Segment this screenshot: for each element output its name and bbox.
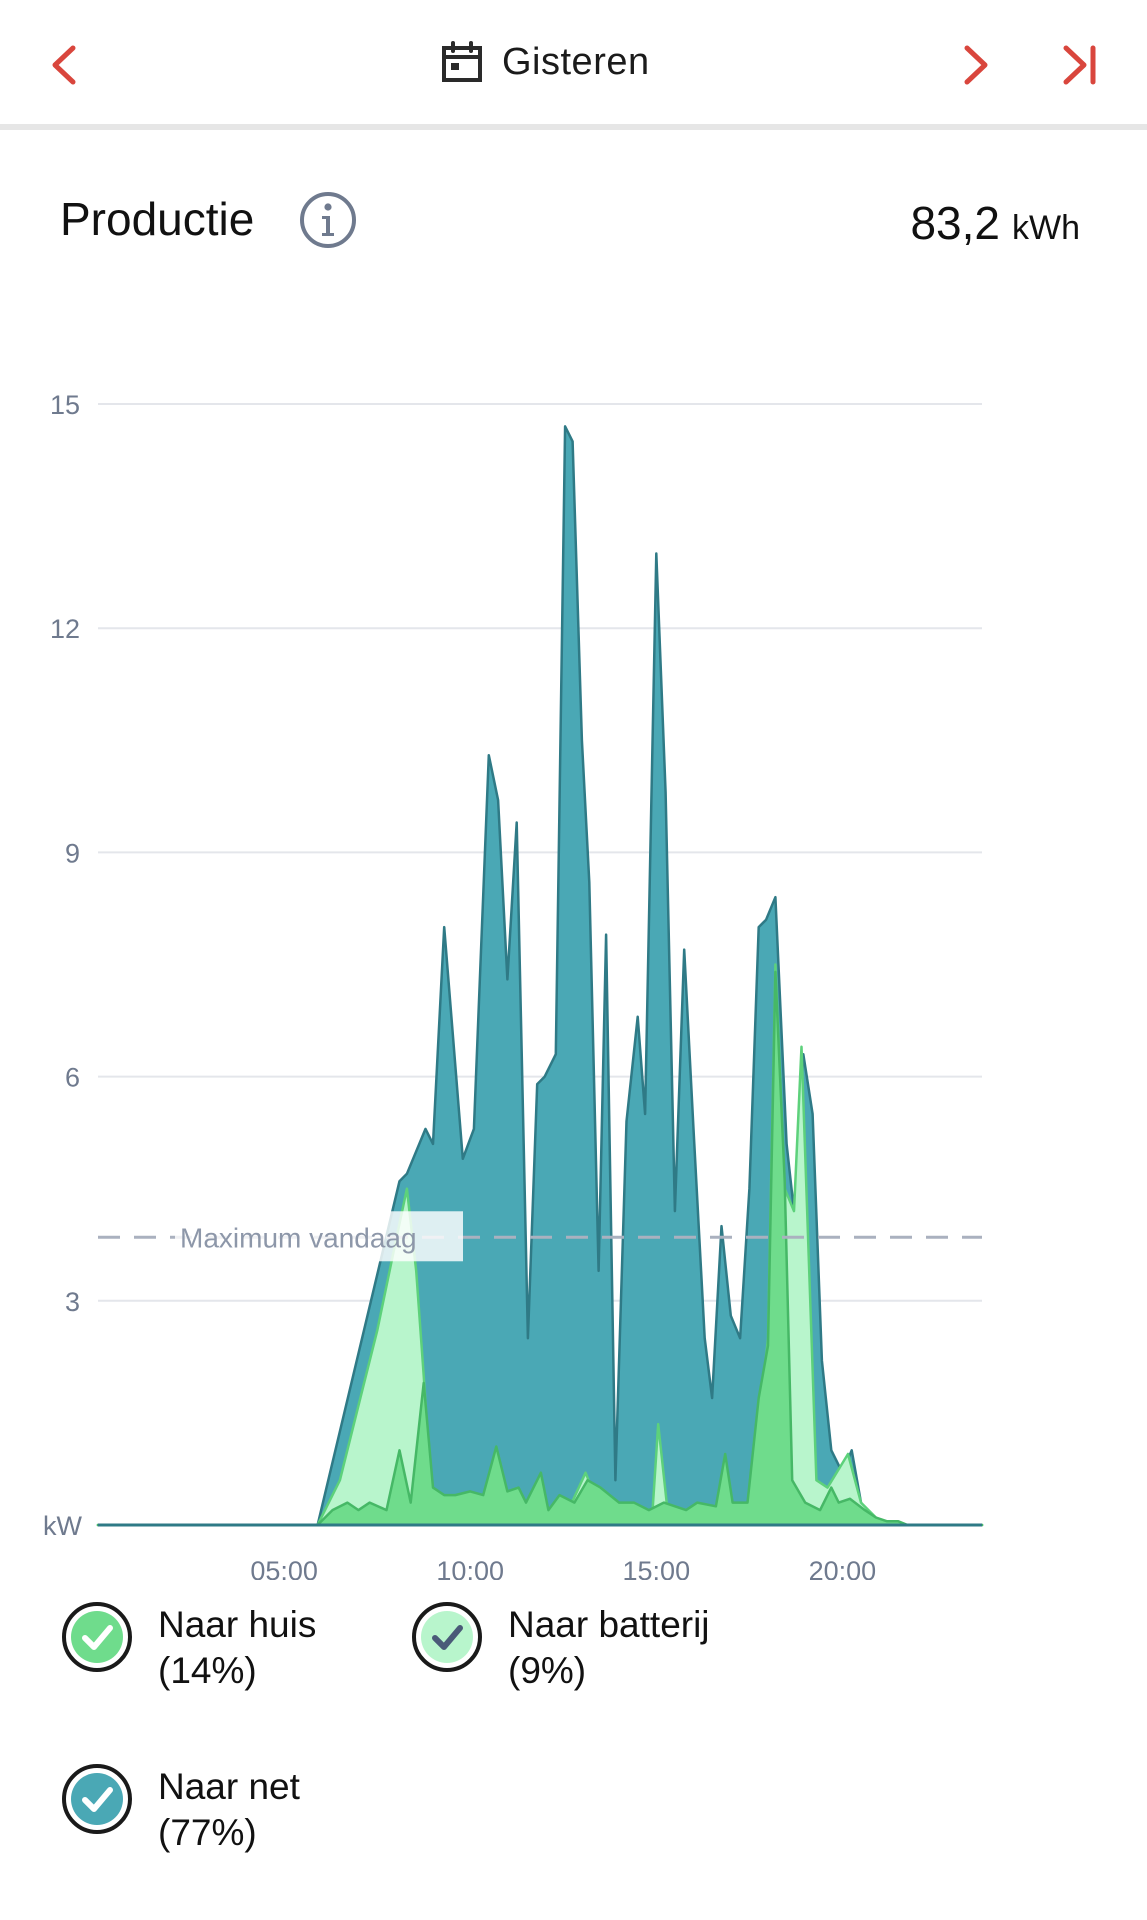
max-reference-label-bg bbox=[175, 1211, 463, 1262]
y-tick-label: 15 bbox=[50, 390, 80, 420]
legend-item-naar-batterij[interactable]: Naar batterij (9%) bbox=[410, 1600, 710, 1694]
legend-label: Naar huis bbox=[158, 1604, 317, 1645]
total-value: 83,2 bbox=[910, 197, 1000, 249]
info-button[interactable] bbox=[298, 190, 358, 250]
calendar-icon bbox=[442, 41, 482, 82]
area-series-naar-net bbox=[96, 425, 984, 1527]
info-icon bbox=[300, 192, 356, 248]
total-production: 83,2 kWh bbox=[910, 196, 1080, 250]
y-axis-unit-label: kW bbox=[43, 1511, 83, 1541]
total-unit: kWh bbox=[1012, 209, 1080, 247]
page-title: Productie bbox=[60, 193, 255, 245]
check-circle-icon bbox=[62, 1764, 132, 1834]
x-tick-label: 15:00 bbox=[623, 1556, 691, 1580]
area-series-naar-huis bbox=[96, 970, 984, 1527]
previous-day-button[interactable] bbox=[20, 20, 110, 110]
x-tick-label: 20:00 bbox=[809, 1556, 877, 1580]
legend-label: Naar net bbox=[158, 1766, 300, 1807]
date-label: Gisteren bbox=[502, 40, 650, 83]
chevron-left-icon bbox=[52, 45, 76, 85]
next-day-button[interactable] bbox=[930, 20, 1020, 110]
last-day-button[interactable] bbox=[1035, 20, 1125, 110]
legend-percent: (14%) bbox=[158, 1650, 257, 1691]
date-picker[interactable]: Gisteren bbox=[440, 22, 650, 102]
production-chart-svg: 3 6 9 12 15 kW Maximum vandaag 05:00 10:00 15:00 2… bbox=[43, 390, 984, 1580]
skip-to-last-icon bbox=[1063, 45, 1096, 85]
chevron-right-icon bbox=[964, 45, 988, 85]
production-summary: Productie 83,2 kWh bbox=[60, 180, 1080, 270]
x-tick-label: 10:00 bbox=[436, 1556, 504, 1580]
y-tick-label: 3 bbox=[65, 1287, 80, 1317]
y-tick-label: 12 bbox=[50, 614, 80, 644]
production-chart: 3 6 9 12 15 kW Maximum vandaag 05:00 10:00 15:00 2… bbox=[0, 360, 1147, 1580]
legend-percent: (9%) bbox=[508, 1650, 587, 1691]
check-circle-icon bbox=[62, 1602, 132, 1672]
chart-legend: Naar huis (14%) Naar batterij (9%) Naar … bbox=[60, 1600, 1090, 1900]
legend-item-naar-net[interactable]: Naar net (77%) bbox=[60, 1762, 300, 1856]
check-circle-icon bbox=[412, 1602, 482, 1672]
max-reference-label: Maximum vandaag bbox=[180, 1222, 417, 1253]
legend-item-naar-huis[interactable]: Naar huis (14%) bbox=[60, 1600, 316, 1694]
y-tick-label: 6 bbox=[65, 1063, 80, 1093]
legend-label: Naar batterij bbox=[508, 1604, 710, 1645]
x-tick-label: 05:00 bbox=[250, 1556, 318, 1580]
y-tick-label: 9 bbox=[65, 838, 80, 868]
top-bar: Gisteren bbox=[0, 0, 1147, 130]
legend-percent: (77%) bbox=[158, 1812, 257, 1853]
